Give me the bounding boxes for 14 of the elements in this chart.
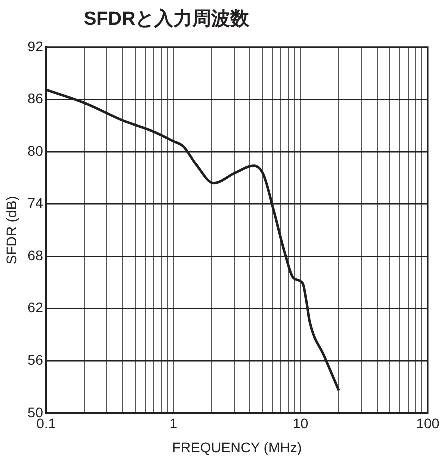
y-tick-label: 56 bbox=[28, 352, 44, 368]
x-tick-label: 100 bbox=[416, 416, 440, 432]
y-tick-label: 62 bbox=[28, 300, 44, 316]
y-tick-label: 80 bbox=[28, 142, 44, 159]
y-tick-label: 68 bbox=[28, 247, 44, 264]
x-tick-label: 1 bbox=[170, 416, 178, 432]
y-tick-label: 92 bbox=[28, 38, 44, 54]
y-tick-label: 50 bbox=[28, 404, 44, 420]
x-tick-label: 10 bbox=[293, 416, 309, 432]
chart-title: SFDRと入力周波数 bbox=[84, 8, 250, 32]
x-axis-title: FREQUENCY (MHz) bbox=[172, 439, 302, 456]
y-tick-label: 86 bbox=[28, 90, 44, 107]
y-tick-label: 74 bbox=[28, 195, 44, 212]
y-axis-title: SFDR (dB) bbox=[3, 196, 20, 265]
